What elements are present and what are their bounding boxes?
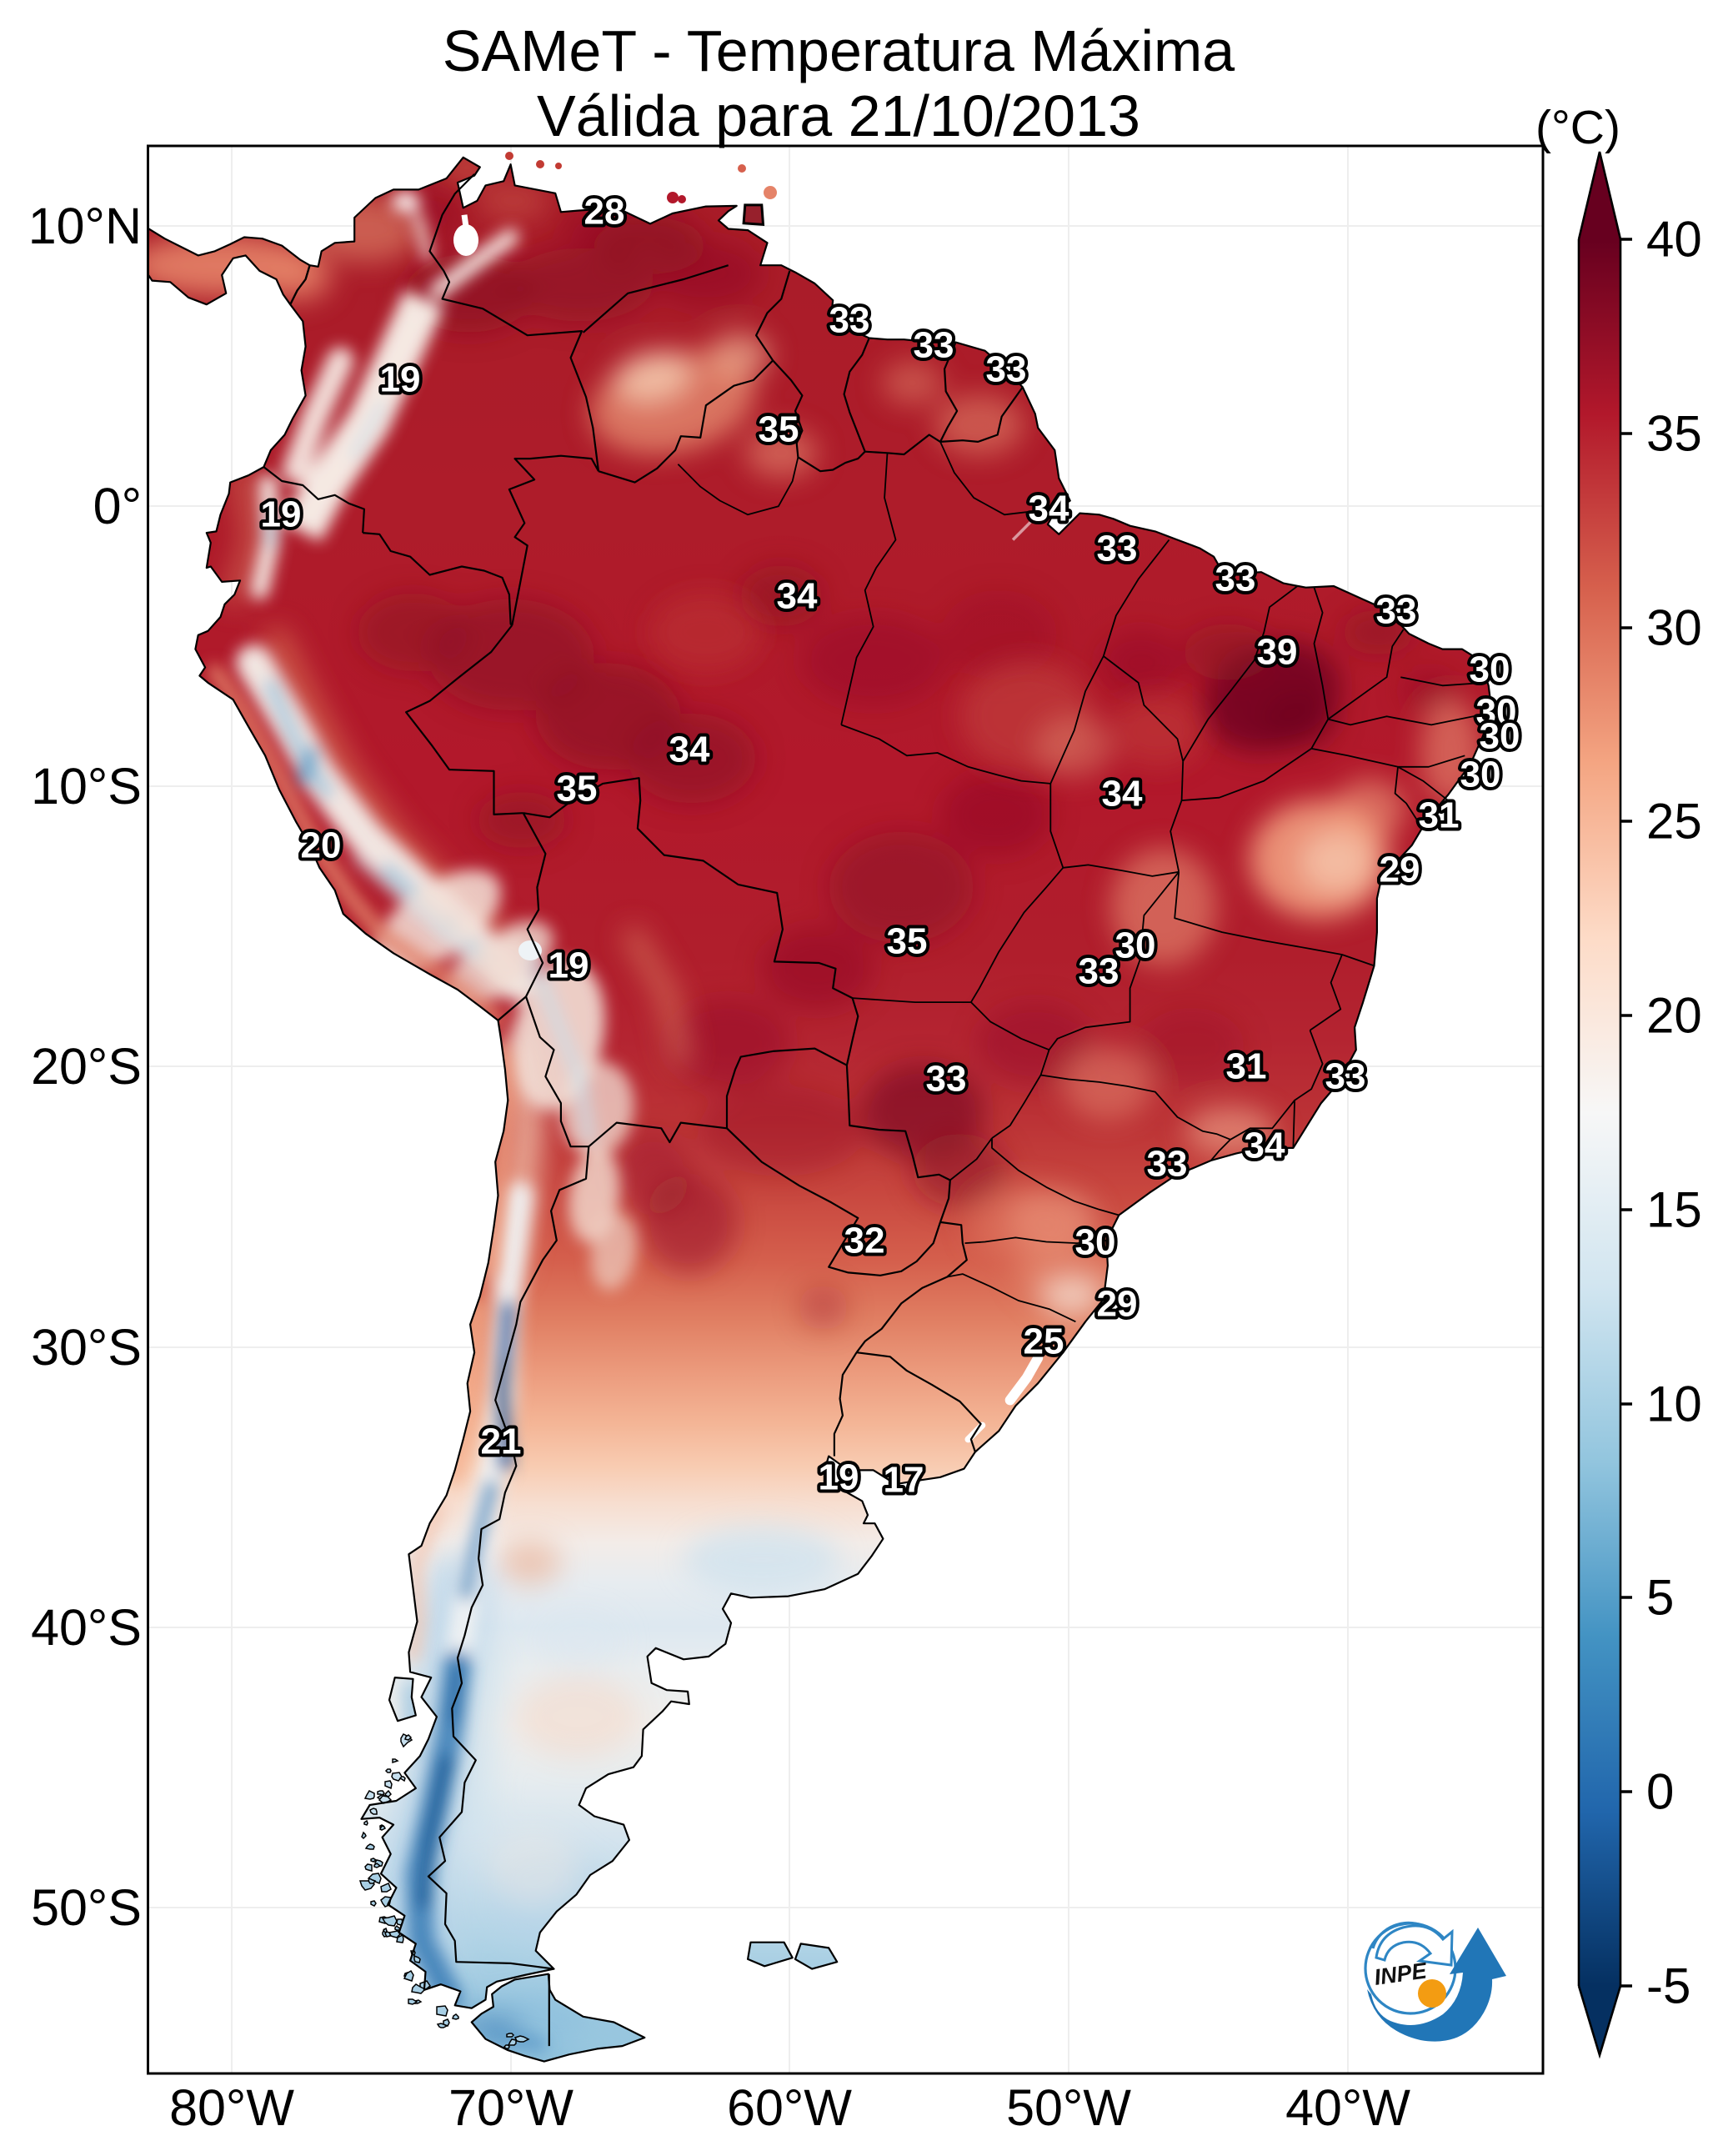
svg-text:30: 30: [1075, 1222, 1116, 1263]
svg-text:33: 33: [1079, 951, 1119, 992]
svg-text:60°W: 60°W: [727, 2079, 852, 2136]
svg-text:35: 35: [1646, 406, 1702, 462]
svg-text:50°W: 50°W: [1006, 2079, 1131, 2136]
svg-text:19: 19: [261, 494, 302, 535]
svg-text:33: 33: [1376, 591, 1417, 632]
svg-text:80°W: 80°W: [169, 2079, 294, 2136]
svg-text:15: 15: [1646, 1182, 1702, 1238]
svg-text:25: 25: [1646, 794, 1702, 850]
svg-text:33: 33: [829, 300, 870, 341]
svg-text:29: 29: [1380, 850, 1420, 890]
svg-text:33: 33: [1325, 1056, 1366, 1097]
svg-text:35: 35: [557, 769, 598, 810]
svg-text:0°: 0°: [93, 478, 142, 534]
svg-text:33: 33: [1215, 559, 1256, 599]
svg-text:30: 30: [1460, 755, 1501, 795]
svg-text:30: 30: [1115, 925, 1156, 966]
svg-text:33: 33: [986, 349, 1027, 390]
svg-text:(°C): (°C): [1535, 101, 1620, 154]
svg-text:33: 33: [1097, 529, 1138, 569]
svg-text:20: 20: [1646, 988, 1702, 1044]
svg-text:40°W: 40°W: [1285, 2079, 1410, 2136]
svg-text:20°S: 20°S: [31, 1038, 142, 1095]
svg-text:19: 19: [548, 945, 589, 986]
svg-text:34: 34: [1102, 774, 1143, 815]
svg-text:30: 30: [1646, 600, 1702, 656]
svg-text:33: 33: [926, 1059, 967, 1100]
svg-text:30: 30: [1476, 692, 1517, 733]
svg-text:19: 19: [380, 359, 421, 400]
svg-text:10°S: 10°S: [31, 758, 142, 815]
svg-text:35: 35: [759, 409, 799, 450]
svg-text:25: 25: [1024, 1321, 1064, 1362]
svg-text:28: 28: [584, 192, 625, 233]
svg-text:31: 31: [1419, 795, 1460, 836]
svg-text:35: 35: [887, 921, 928, 962]
svg-text:-5: -5: [1646, 1958, 1690, 2014]
svg-text:SAMeT - Temperatura Máxima: SAMeT - Temperatura Máxima: [443, 18, 1235, 83]
svg-text:0: 0: [1646, 1764, 1674, 1820]
svg-text:20: 20: [301, 825, 342, 866]
svg-text:10°N: 10°N: [28, 198, 142, 254]
svg-text:10: 10: [1646, 1376, 1702, 1432]
svg-text:30°S: 30°S: [31, 1319, 142, 1376]
svg-text:34: 34: [1029, 489, 1069, 529]
svg-text:30: 30: [1480, 716, 1520, 757]
svg-text:39: 39: [1257, 632, 1298, 673]
svg-text:5: 5: [1646, 1570, 1674, 1626]
svg-text:34: 34: [777, 576, 818, 617]
svg-text:32: 32: [844, 1221, 885, 1261]
svg-text:40°S: 40°S: [31, 1599, 142, 1656]
svg-text:Válida para 21/10/2013: Válida para 21/10/2013: [537, 83, 1140, 148]
svg-text:34: 34: [1245, 1126, 1285, 1166]
svg-text:70°W: 70°W: [448, 2079, 573, 2136]
svg-text:33: 33: [1147, 1144, 1188, 1185]
svg-text:34: 34: [669, 730, 710, 770]
svg-text:33: 33: [914, 325, 954, 366]
svg-text:31: 31: [1226, 1046, 1267, 1087]
svg-text:17: 17: [884, 1460, 924, 1501]
svg-text:50°S: 50°S: [31, 1879, 142, 1936]
svg-text:29: 29: [1097, 1284, 1138, 1325]
svg-text:19: 19: [819, 1457, 859, 1498]
svg-text:30: 30: [1470, 649, 1510, 690]
svg-text:40: 40: [1646, 212, 1702, 268]
svg-text:21: 21: [481, 1421, 522, 1462]
